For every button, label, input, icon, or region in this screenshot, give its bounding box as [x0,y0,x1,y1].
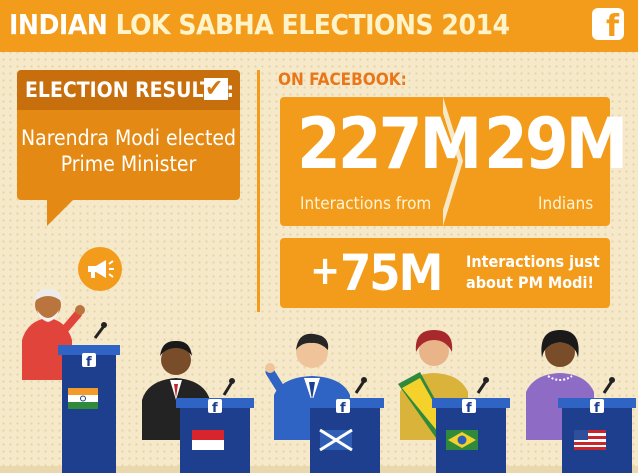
speech-bubble-tail [47,200,73,226]
stat-interactions-label: Interactions from [300,194,432,214]
header-banner: INDIAN LOK SABHA ELECTIONS 2014 f [0,0,638,52]
results-body: Narendra Modi elected Prime Minister [17,110,240,200]
stat-users-label: Indians [538,194,594,214]
chevron-arrow [438,97,458,226]
facebook-logo-letter: f [605,9,619,44]
flag-india-icon [68,388,98,409]
stat-modi-label-2: about PM Modi! [466,273,594,292]
podium-india: f [58,345,120,473]
stat-users-value: 29M [484,103,628,185]
podium-scene: f f [0,288,638,473]
flag-scotland-icon [319,428,353,452]
podium-scotland: f [306,398,384,473]
page-title: INDIAN LOK SABHA ELECTIONS 2014 [9,6,510,44]
stat-modi-value: 75M [340,244,443,302]
results-line-2: Prime Minister [60,152,197,176]
podium-indonesia: f [176,398,254,473]
checkmark-icon: ✔ [205,74,224,102]
checkbox-checked-icon: ✔ [204,74,228,102]
facebook-icon [82,353,96,367]
svg-text:f: f [594,401,600,416]
svg-text:f: f [86,355,92,370]
title-part-2: LOK SABHA ELECTIONS 2014 [115,8,510,41]
facebook-icon [590,399,604,413]
modi-stats-box: + 75M Interactions just about PM Modi! [280,238,610,308]
facebook-logo-icon[interactable]: f [592,8,624,44]
facebook-icon [336,399,350,413]
results-heading: ELECTION RESULTS: [25,78,235,102]
podium-usa: f [558,398,636,473]
on-facebook-label: ON FACEBOOK: [278,70,407,90]
flag-brazil-icon [446,430,478,450]
plus-sign: + [310,248,341,294]
podium-brazil: f [432,398,510,473]
election-results-card: ELECTION RESULTS: ✔ Narendra Modi electe… [17,70,240,226]
svg-text:f: f [340,401,346,416]
flag-indonesia-icon [192,430,224,450]
results-heading-bar: ELECTION RESULTS: ✔ [17,70,240,110]
svg-text:f: f [212,401,218,416]
stat-interactions-value: 227M [297,103,482,185]
stats-box: 227M Interactions from 29M Indians [280,97,628,226]
stat-modi-label-1: Interactions just [466,252,600,271]
megaphone-icon [78,247,122,291]
results-line-1: Narendra Modi elected [21,126,236,150]
flag-usa-icon [574,430,606,450]
facebook-icon [462,399,476,413]
candidate-modi [22,288,107,380]
svg-text:f: f [466,401,472,416]
vertical-divider [257,70,260,312]
title-part-1: INDIAN [9,8,108,41]
facebook-icon [208,399,222,413]
